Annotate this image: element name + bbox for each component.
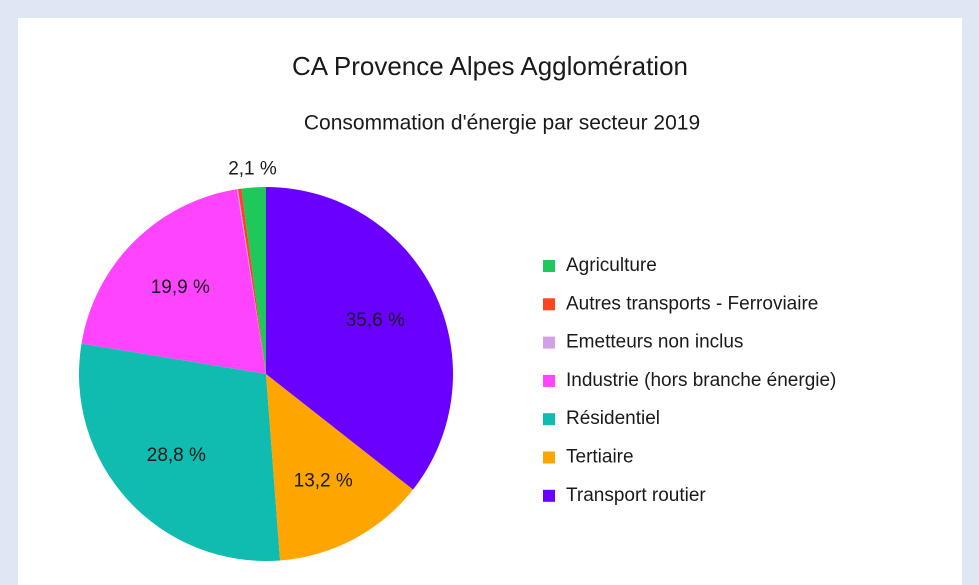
chart-title: CA Provence Alpes Agglomération <box>292 51 688 81</box>
pie-slice <box>266 374 414 561</box>
chart-subtitle: Consommation d'énergie par secteur 2019 <box>304 112 700 135</box>
data-label: 35,6 % <box>346 310 405 331</box>
pie-slice <box>266 187 454 490</box>
legend-label: Tertiaire <box>566 447 634 468</box>
legend-label: Industrie (hors branche énergie) <box>566 370 836 391</box>
legend-label: Transport routier <box>566 485 706 506</box>
pie-slice <box>236 189 266 374</box>
legend-swatch <box>543 413 555 426</box>
legend-label: Autres transports - Ferroviaire <box>566 293 818 314</box>
legend-swatch <box>543 260 555 272</box>
legend-swatch <box>543 451 555 464</box>
legend-label: Emetteurs non inclus <box>566 332 743 353</box>
legend-swatch <box>543 489 555 502</box>
legend-label: Agriculture <box>566 255 657 276</box>
data-label: 2,1 % <box>228 158 277 179</box>
pie-slice <box>241 187 266 374</box>
pie-slice <box>237 188 266 374</box>
data-label: 19,9 % <box>151 277 210 298</box>
pie-slice <box>81 189 266 374</box>
legend-swatch <box>543 336 555 349</box>
legend-swatch <box>543 298 555 311</box>
data-label: 13,2 % <box>294 470 353 491</box>
legend-swatch <box>543 374 555 387</box>
data-label: 28,8 % <box>147 445 206 466</box>
legend-label: Résidentiel <box>566 408 660 429</box>
pie-slice <box>79 343 281 561</box>
